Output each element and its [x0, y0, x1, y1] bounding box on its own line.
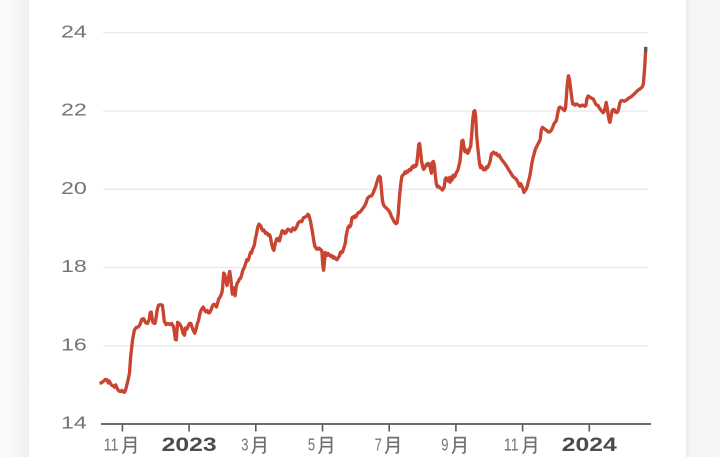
svg-text:3: 3 [241, 434, 248, 454]
svg-text:2023: 2023 [162, 434, 217, 456]
svg-text:14: 14 [61, 413, 87, 433]
svg-text:9: 9 [441, 434, 448, 454]
svg-text:5: 5 [308, 434, 315, 454]
svg-text:2024: 2024 [562, 434, 617, 456]
svg-text:18: 18 [61, 256, 87, 276]
svg-text:16: 16 [61, 334, 87, 354]
svg-text:11: 11 [104, 434, 119, 454]
svg-text:20: 20 [61, 178, 87, 198]
svg-text:24: 24 [61, 21, 87, 41]
svg-text:7: 7 [375, 434, 382, 454]
svg-text:22: 22 [61, 100, 87, 120]
svg-text:11: 11 [504, 434, 519, 454]
